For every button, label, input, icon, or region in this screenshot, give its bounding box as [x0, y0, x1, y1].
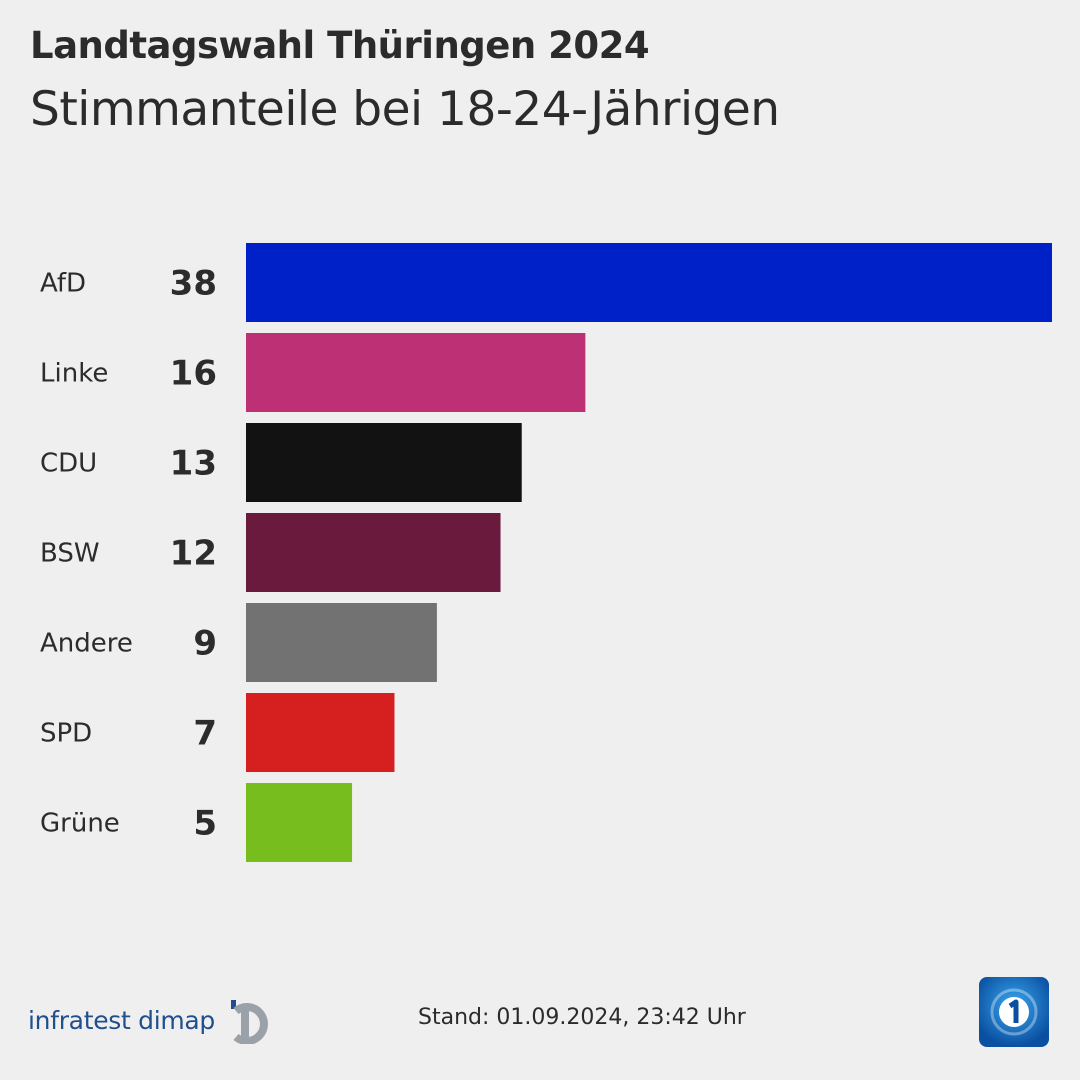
brand-name: infratest dimap	[28, 1005, 216, 1035]
category-label: Grüne	[40, 809, 120, 839]
infratest-dimap-logo-icon	[231, 1000, 268, 1044]
category-label: AfD	[40, 269, 86, 299]
value-label: 7	[193, 714, 217, 754]
chart-subtitle: Stimmanteile bei 18-24-Jährigen	[30, 82, 780, 137]
value-label: 9	[193, 624, 217, 664]
ard-logo-icon	[979, 977, 1049, 1047]
value-label: 16	[170, 354, 217, 394]
value-label: 38	[170, 264, 217, 304]
bar	[246, 423, 522, 502]
bar	[246, 333, 586, 412]
bar	[246, 603, 437, 682]
category-label: CDU	[40, 449, 97, 479]
value-label: 5	[193, 804, 217, 844]
bar	[246, 783, 353, 862]
timestamp: Stand: 01.09.2024, 23:42 Uhr	[418, 1005, 746, 1030]
bar	[246, 243, 1052, 322]
value-label: 12	[170, 534, 217, 574]
chart-title: Landtagswahl Thüringen 2024	[30, 24, 650, 67]
value-label: 13	[170, 444, 217, 484]
category-label: BSW	[40, 539, 100, 569]
bar	[246, 693, 395, 772]
infratest-dimap-brand: infratest dimap	[28, 996, 275, 1044]
category-label: SPD	[40, 719, 92, 749]
category-label: Andere	[40, 629, 133, 659]
category-label: Linke	[40, 359, 108, 389]
bar	[246, 513, 501, 592]
